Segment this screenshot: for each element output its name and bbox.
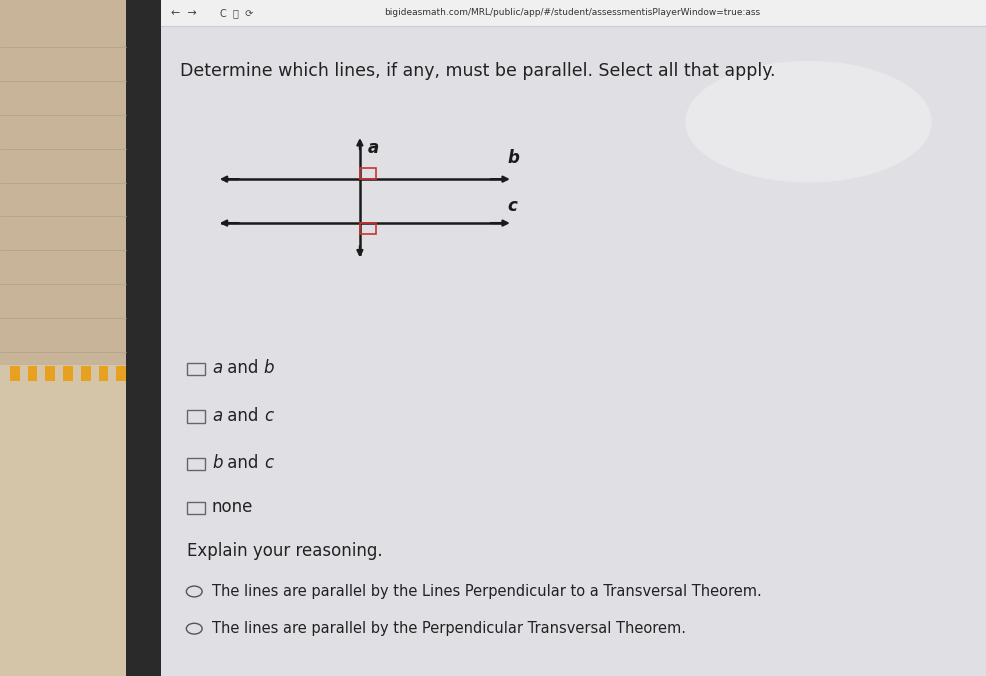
Bar bbox=[126, 0, 180, 676]
Bar bbox=[187, 502, 205, 514]
Text: a: a bbox=[212, 407, 222, 425]
Text: and: and bbox=[223, 454, 264, 472]
Text: b: b bbox=[508, 149, 520, 167]
Bar bbox=[176, 392, 182, 473]
Bar bbox=[0, 0, 146, 385]
Text: b: b bbox=[212, 454, 223, 472]
Text: Determine which lines, if any, must be parallel. Select all that apply.: Determine which lines, if any, must be p… bbox=[180, 62, 776, 80]
Text: a: a bbox=[212, 360, 222, 377]
Text: The lines are parallel by the Lines Perpendicular to a Transversal Theorem.: The lines are parallel by the Lines Perp… bbox=[212, 584, 762, 599]
Bar bbox=[187, 363, 205, 375]
Text: c: c bbox=[264, 454, 273, 472]
Text: none: none bbox=[212, 498, 253, 516]
Text: c: c bbox=[508, 197, 518, 215]
Bar bbox=[116, 366, 126, 381]
Ellipse shape bbox=[685, 61, 932, 183]
Text: c: c bbox=[264, 407, 273, 425]
Bar bbox=[360, 223, 376, 234]
Bar bbox=[45, 366, 55, 381]
Bar bbox=[360, 168, 376, 179]
Text: ←  →: ← → bbox=[171, 8, 196, 18]
Bar bbox=[63, 366, 73, 381]
Text: The lines are parallel by the Perpendicular Transversal Theorem.: The lines are parallel by the Perpendicu… bbox=[212, 621, 686, 636]
Bar bbox=[187, 458, 205, 470]
Text: a: a bbox=[368, 139, 379, 157]
Text: bigideasmath.com/MRL/public/app/#/student/assessmentisPlayerWindow=true:ass: bigideasmath.com/MRL/public/app/#/studen… bbox=[384, 8, 760, 18]
Bar bbox=[81, 366, 91, 381]
Bar bbox=[161, 0, 986, 26]
Text: and: and bbox=[222, 407, 264, 425]
Text: and: and bbox=[222, 360, 264, 377]
Bar bbox=[10, 366, 20, 381]
Bar bbox=[187, 410, 205, 422]
Text: Explain your reasoning.: Explain your reasoning. bbox=[187, 542, 383, 560]
Bar bbox=[99, 366, 108, 381]
Bar bbox=[161, 0, 986, 676]
Bar bbox=[28, 366, 37, 381]
Text: C  🔒  ⟳: C 🔒 ⟳ bbox=[220, 8, 253, 18]
Bar bbox=[0, 365, 146, 676]
Text: b: b bbox=[264, 360, 274, 377]
